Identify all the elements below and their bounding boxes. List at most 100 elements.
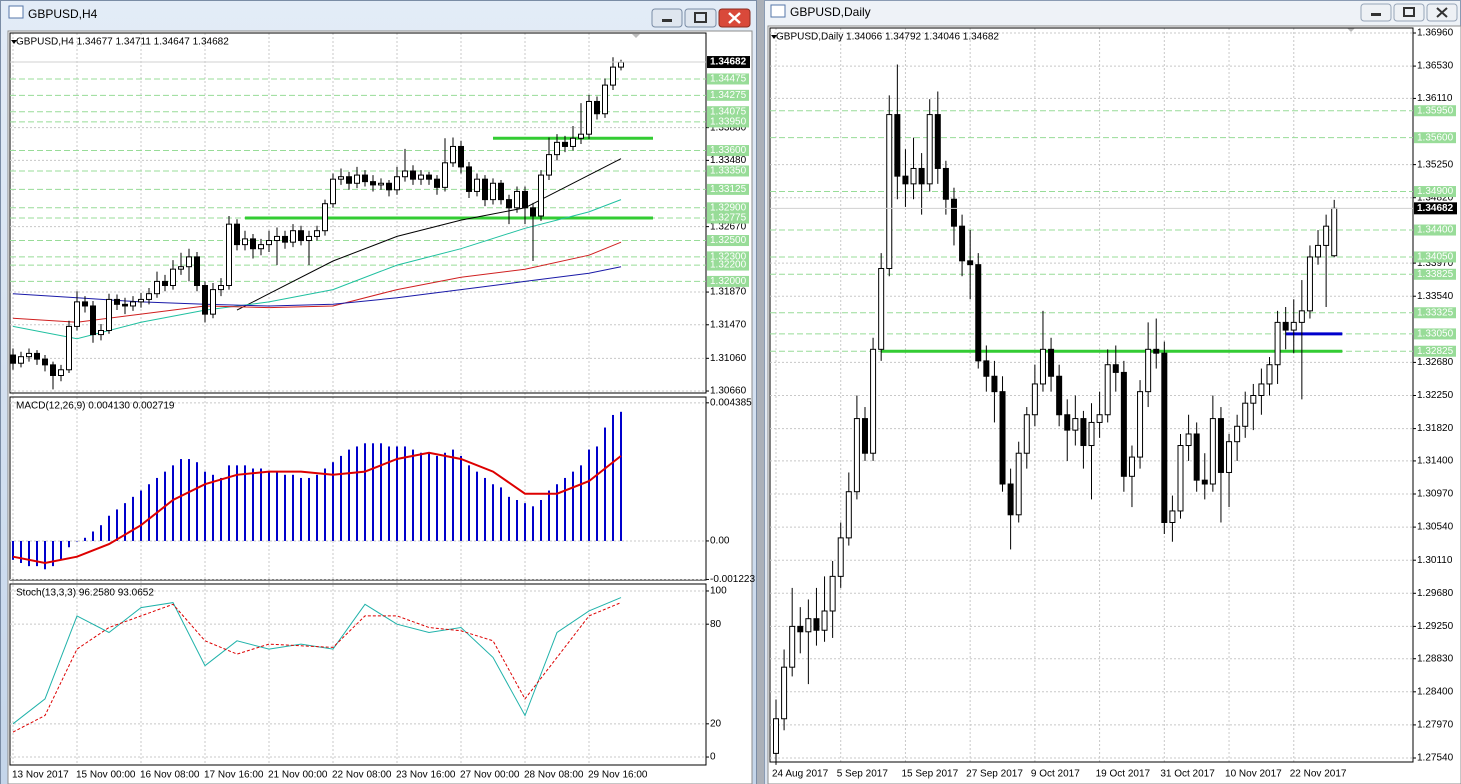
x-tick-label: 17 Nov 16:00 — [204, 770, 264, 781]
candle-body — [42, 358, 48, 366]
y-tick-label: 1.34820 — [1417, 192, 1454, 203]
macd-bar — [324, 468, 326, 541]
y-tick-label: 0.00 — [710, 536, 730, 547]
y-tick-label: 80 — [710, 619, 722, 630]
window-buttons — [651, 8, 751, 28]
candle-body — [805, 618, 812, 633]
candle-body — [338, 176, 344, 180]
candle-body — [226, 223, 232, 287]
y-tick-label: 20 — [710, 718, 722, 729]
panel-header: GBPUSD,H4 1.34677 1.34711 1.34647 1.3468… — [16, 37, 229, 48]
level-label-box — [707, 212, 749, 224]
candle-body — [1282, 321, 1289, 331]
level-label: 1.32300 — [710, 252, 747, 263]
panel-header: Stoch(13,3,3) 96.2580 93.0652 — [16, 588, 154, 599]
candle-body — [274, 235, 280, 242]
x-tick-label: 24 Aug 2017 — [772, 769, 829, 780]
minimize-icon — [1371, 13, 1381, 16]
candle-body — [950, 198, 957, 227]
macd-bar — [420, 452, 422, 541]
macd-bar — [300, 477, 302, 541]
candle-body — [910, 167, 917, 185]
macd-bar — [516, 499, 518, 541]
candle-body — [1169, 510, 1176, 523]
candle-body — [1104, 364, 1111, 416]
candle-body — [282, 235, 288, 243]
macd-bar — [492, 484, 494, 541]
level-label: 1.35950 — [1417, 105, 1454, 116]
candle-body — [562, 141, 568, 147]
macd-bar — [228, 465, 230, 541]
candle-body — [130, 301, 136, 307]
candle-body — [394, 176, 400, 191]
candle-body — [202, 285, 208, 315]
macd-bar — [612, 414, 614, 541]
macd-bar — [468, 465, 470, 541]
candle-body — [370, 181, 376, 186]
level-label: 1.33125 — [710, 184, 747, 195]
candle-body — [1266, 364, 1273, 385]
restore-button[interactable] — [684, 8, 717, 28]
macd-bar — [92, 531, 94, 541]
candle-body — [1258, 383, 1265, 397]
candle-body — [386, 182, 392, 191]
candle-body — [1217, 418, 1224, 473]
x-tick-label: 10 Nov 2017 — [1225, 769, 1282, 780]
x-tick-label: 23 Nov 16:00 — [396, 770, 456, 781]
y-tick-label: 1.32670 — [710, 221, 747, 232]
x-tick-label: 22 Nov 2017 — [1290, 769, 1347, 780]
candle-body — [26, 352, 32, 358]
y-tick-label: 100 — [710, 586, 727, 597]
macd-bar — [436, 455, 438, 541]
y-tick-label: 1.32250 — [1417, 390, 1454, 401]
candle-body — [1193, 433, 1200, 481]
minimize-button[interactable] — [651, 8, 683, 28]
macd-bar — [476, 471, 478, 541]
macd-bar — [596, 446, 598, 541]
close-icon — [728, 12, 741, 24]
window-title: GBPUSD,H4 — [28, 7, 98, 21]
candle-body — [1201, 479, 1208, 485]
y-tick-label: 1.30110 — [1417, 555, 1453, 566]
level-label: 1.32825 — [1417, 346, 1454, 357]
macd-bar — [372, 443, 374, 541]
candle-body — [610, 66, 616, 86]
level-label-box — [707, 145, 749, 157]
x-tick-label: 29 Nov 16:00 — [588, 770, 648, 781]
macd-bar — [76, 540, 78, 542]
candle-body — [1145, 348, 1152, 393]
candle-body — [450, 145, 456, 164]
level-label: 1.34075 — [710, 106, 747, 117]
level-label: 1.34900 — [1417, 186, 1454, 197]
candle-body — [154, 280, 160, 295]
candle-body — [426, 174, 432, 180]
level-label-box — [707, 202, 749, 214]
candle-body — [458, 145, 464, 168]
candle-body — [322, 203, 328, 232]
candle-body — [813, 618, 820, 631]
candle-body — [1250, 395, 1257, 404]
panel-frame — [9, 396, 707, 581]
candle-body — [1120, 371, 1127, 477]
candle-body — [34, 352, 40, 360]
last-price-box — [1414, 202, 1457, 215]
macd-bar — [284, 474, 286, 541]
candle-body — [178, 266, 184, 270]
macd-bar — [116, 509, 118, 541]
candle-body — [66, 325, 72, 371]
restore-button[interactable] — [1393, 3, 1425, 22]
y-tick-label: 1.33970 — [1417, 258, 1454, 269]
minimize-button[interactable] — [1360, 3, 1392, 22]
macd-bar — [20, 540, 22, 563]
macd-bar — [452, 449, 454, 541]
candle-body — [602, 84, 608, 115]
y-tick-label: 0 — [710, 752, 716, 763]
macd-bar — [588, 449, 590, 541]
y-tick-label: 1.33480 — [710, 155, 747, 166]
candle-body — [1298, 310, 1305, 323]
last-price-box — [707, 56, 750, 69]
candle-body — [1323, 225, 1330, 246]
macd-bar — [428, 452, 430, 541]
candle-body — [967, 260, 974, 266]
macd-bar — [68, 540, 70, 548]
